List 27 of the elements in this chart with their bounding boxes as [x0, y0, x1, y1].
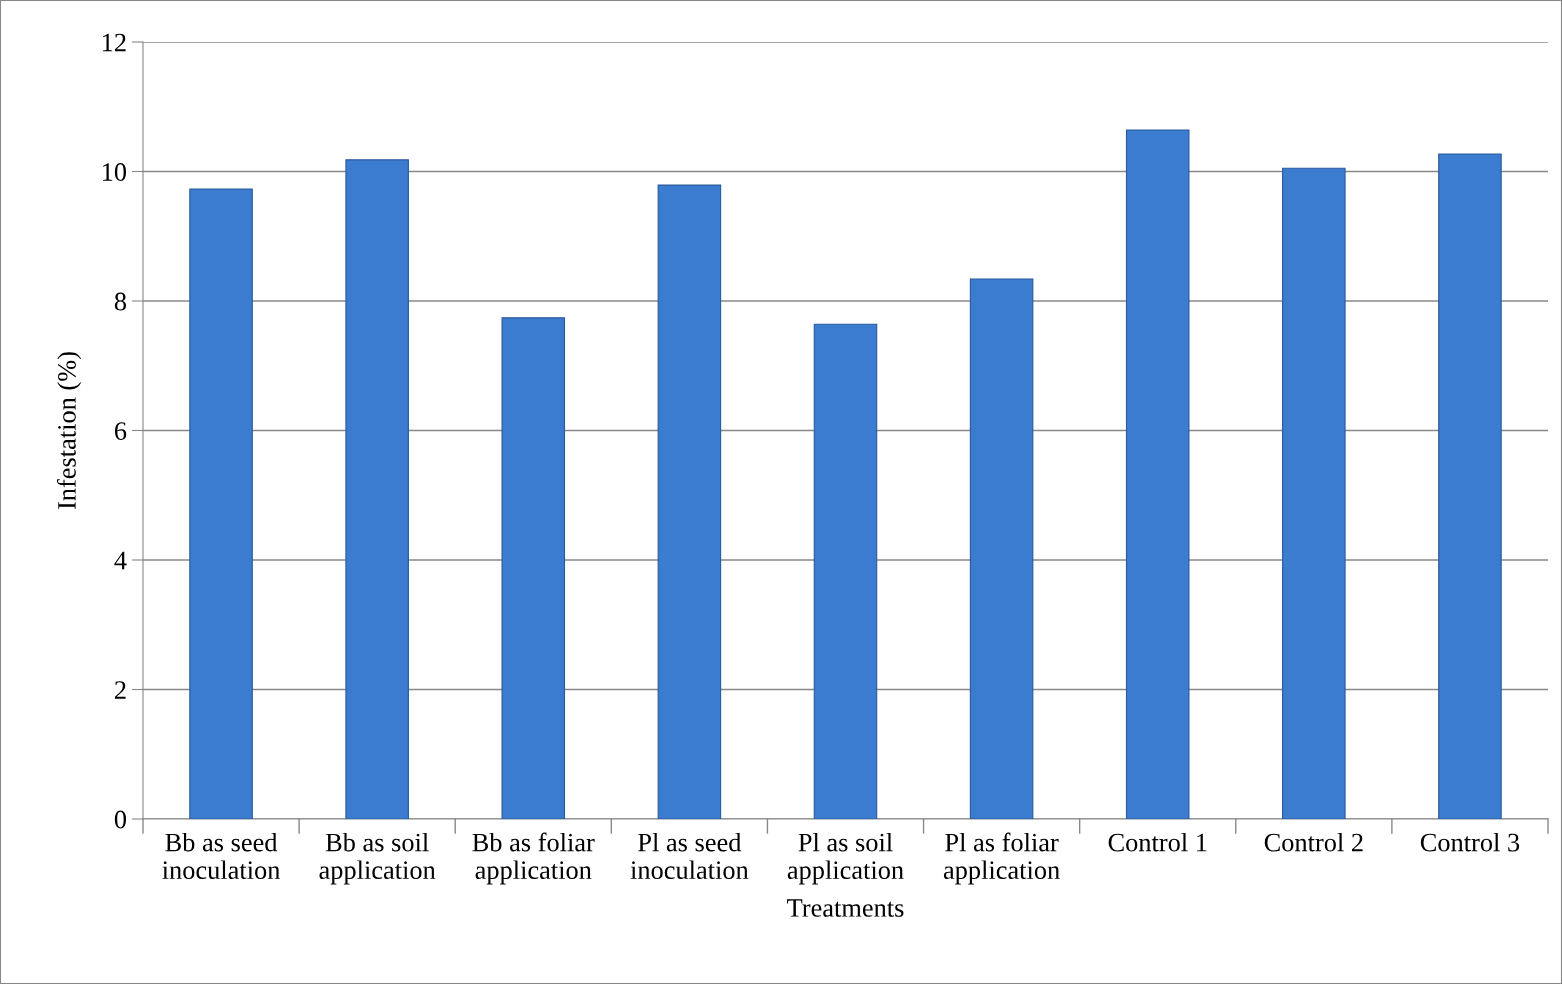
x-tick-label: Control 1	[1108, 832, 1207, 852]
bar	[189, 188, 253, 819]
x-tick-label: Pl as foliar application	[943, 832, 1060, 885]
x-tick-label: Bb as foliar application	[472, 832, 595, 885]
x-tick-label: Bb as soil application	[319, 832, 436, 885]
y-tick-label: 12	[102, 33, 126, 52]
y-tick-label: 4	[114, 551, 127, 570]
y-tick-label: 10	[102, 163, 127, 181]
y-tick-label: 0	[114, 810, 127, 829]
y-tick-label: 8	[114, 292, 127, 311]
x-tick-label: Pl as seed inoculation	[630, 832, 749, 880]
y-axis-title: Infestation (%)	[57, 352, 82, 510]
bar	[657, 184, 722, 819]
y-tick-label: 2	[114, 681, 126, 699]
x-tick-label: Bb as seed inoculation	[162, 832, 281, 880]
bar	[813, 323, 878, 819]
x-axis-title: Treatments	[787, 899, 904, 917]
x-tick-label: Pl as soil application	[787, 832, 904, 885]
bar	[501, 317, 566, 819]
bar	[969, 278, 1034, 819]
x-tick-label: Control 2	[1264, 832, 1363, 852]
bar	[1438, 153, 1502, 819]
bar	[1282, 167, 1346, 819]
bar	[1125, 129, 1190, 819]
x-tick-label: Control 3	[1420, 832, 1520, 852]
bar	[345, 159, 409, 819]
y-tick-label: 6	[114, 422, 127, 440]
